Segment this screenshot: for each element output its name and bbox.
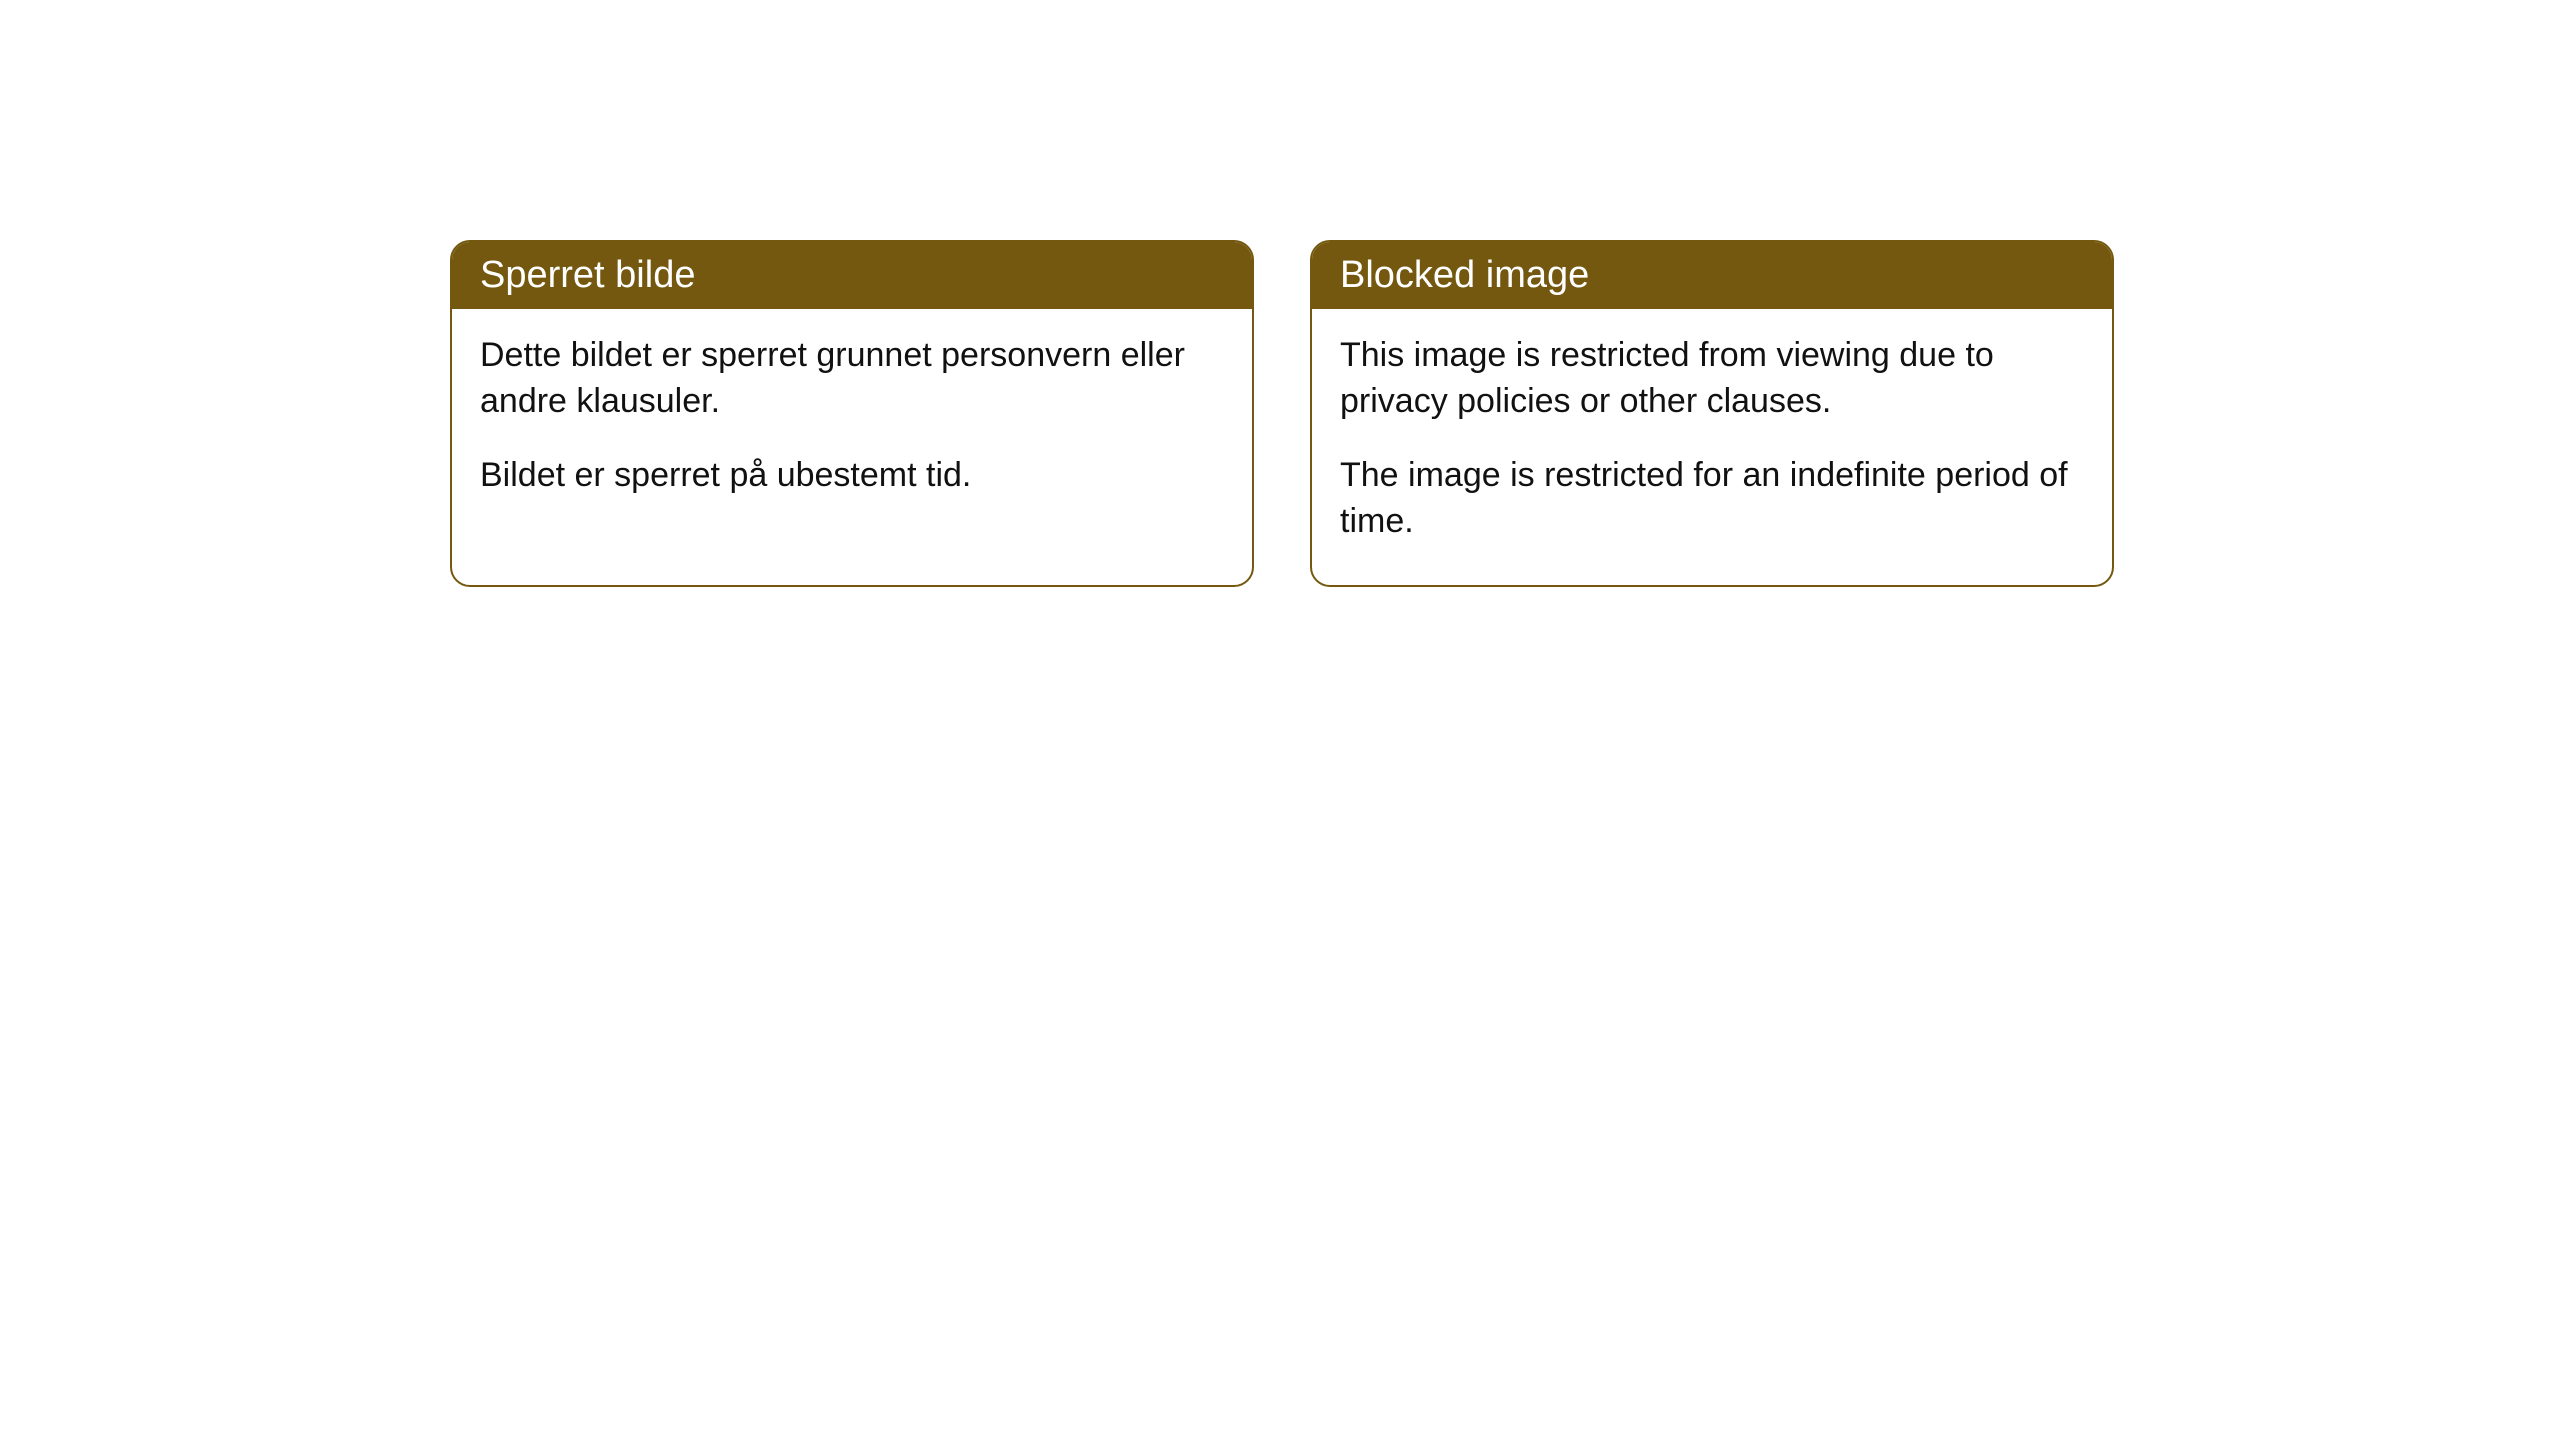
card-title: Sperret bilde [480,254,695,296]
blocked-image-card-norwegian: Sperret bilde Dette bildet er sperret gr… [450,240,1254,587]
card-body: This image is restricted from viewing du… [1312,309,2112,585]
card-header: Blocked image [1312,242,2112,309]
card-body: Dette bildet er sperret grunnet personve… [452,309,1252,539]
notice-container: Sperret bilde Dette bildet er sperret gr… [450,240,2114,587]
blocked-image-card-english: Blocked image This image is restricted f… [1310,240,2114,587]
card-title: Blocked image [1340,254,1589,296]
card-text-line-1: This image is restricted from viewing du… [1340,333,2084,425]
card-header: Sperret bilde [452,242,1252,309]
card-text-line-2: Bildet er sperret på ubestemt tid. [480,453,1224,499]
card-text-line-2: The image is restricted for an indefinit… [1340,453,2084,545]
card-text-line-1: Dette bildet er sperret grunnet personve… [480,333,1224,425]
